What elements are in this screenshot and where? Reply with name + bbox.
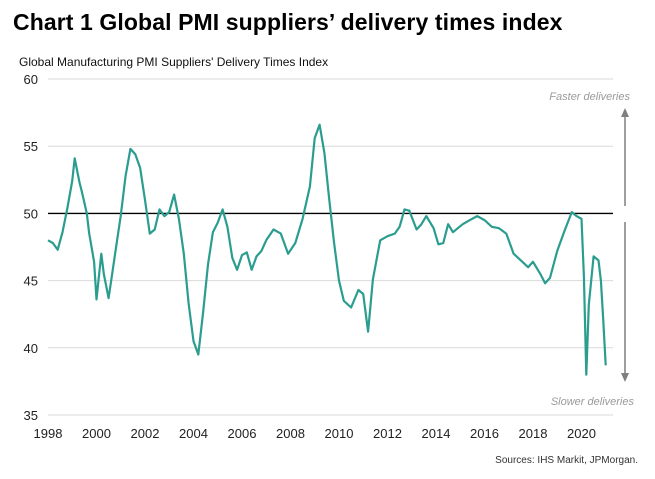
x-tick-label: 2004 xyxy=(179,426,208,441)
y-tick-label: 60 xyxy=(24,72,38,87)
y-axis-ticks: 60 55 50 45 40 35 xyxy=(24,72,38,423)
source-note: Sources: IHS Markit, JPMorgan. xyxy=(495,455,638,466)
annotation-slower-deliveries: Slower deliveries xyxy=(551,396,635,408)
series-line xyxy=(47,123,607,376)
x-tick-label: 2014 xyxy=(422,426,451,441)
y-tick-label: 40 xyxy=(24,341,38,356)
x-tick-label: 2018 xyxy=(519,426,548,441)
x-tick-label: 1998 xyxy=(34,426,63,441)
x-tick-label: 2006 xyxy=(228,426,257,441)
chart-subtitle: Global Manufacturing PMI Suppliers' Deli… xyxy=(19,55,329,69)
gridlines xyxy=(48,78,613,416)
x-axis-ticks: 1998 2000 2002 2004 2006 2008 2010 2012 2014 2016… xyxy=(34,426,596,441)
x-tick-label: 2016 xyxy=(470,426,499,441)
y-tick-label: 55 xyxy=(24,139,38,154)
chart-title: Chart 1 Global PMI suppliers’ delivery t… xyxy=(13,9,563,35)
annotation-faster-deliveries: Faster deliveries xyxy=(549,91,630,103)
arrow-up-head xyxy=(621,108,629,117)
y-tick-label: 35 xyxy=(24,408,38,423)
x-tick-label: 2020 xyxy=(567,426,596,441)
x-tick-label: 2012 xyxy=(373,426,402,441)
x-tick-label: 2010 xyxy=(325,426,354,441)
y-tick-label: 45 xyxy=(24,274,38,289)
x-tick-label: 2008 xyxy=(276,426,305,441)
y-tick-label: 50 xyxy=(24,206,38,221)
x-tick-label: 2002 xyxy=(131,426,160,441)
x-tick-label: 2000 xyxy=(82,426,111,441)
arrow-down-head xyxy=(621,373,629,382)
series-layer xyxy=(47,123,607,376)
direction-arrows xyxy=(621,108,629,382)
